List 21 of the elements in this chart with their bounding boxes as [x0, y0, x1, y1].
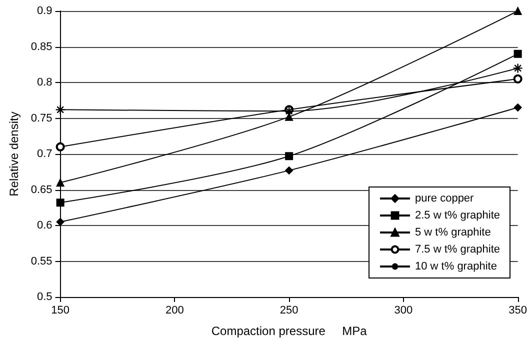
y-tick-label: 0.5 — [37, 291, 52, 303]
legend-label: pure copper — [415, 192, 474, 204]
y-tick-label: 0.8 — [37, 76, 52, 88]
y-tick-label: 0.6 — [37, 220, 52, 232]
x-tick-label: 350 — [508, 304, 528, 316]
x-tick-label: 150 — [51, 304, 70, 316]
y-tick-label: 0.65 — [30, 184, 52, 196]
x-tick-label: 200 — [166, 304, 184, 316]
legend-label: 7.5 w t% graphite — [415, 244, 500, 256]
x-tick-label: 250 — [280, 304, 298, 316]
legend-label: 10 w t% graphite — [415, 260, 497, 272]
y-tick-label: 0.9 — [37, 5, 52, 17]
y-tick-label: 0.75 — [30, 112, 52, 124]
legend-label: 5 w t% graphite — [415, 226, 491, 238]
legend-label: 2.5 w t% graphite — [415, 210, 500, 222]
x-tick-label: 300 — [394, 304, 413, 316]
y-tick-label: 0.55 — [30, 255, 52, 268]
y-axis-title: Relative density — [7, 112, 21, 196]
x-axis-title: Compaction pressure MPa — [211, 324, 368, 338]
y-tick-label: 0.7 — [37, 148, 52, 160]
y-tick-label: 0.85 — [30, 40, 52, 53]
